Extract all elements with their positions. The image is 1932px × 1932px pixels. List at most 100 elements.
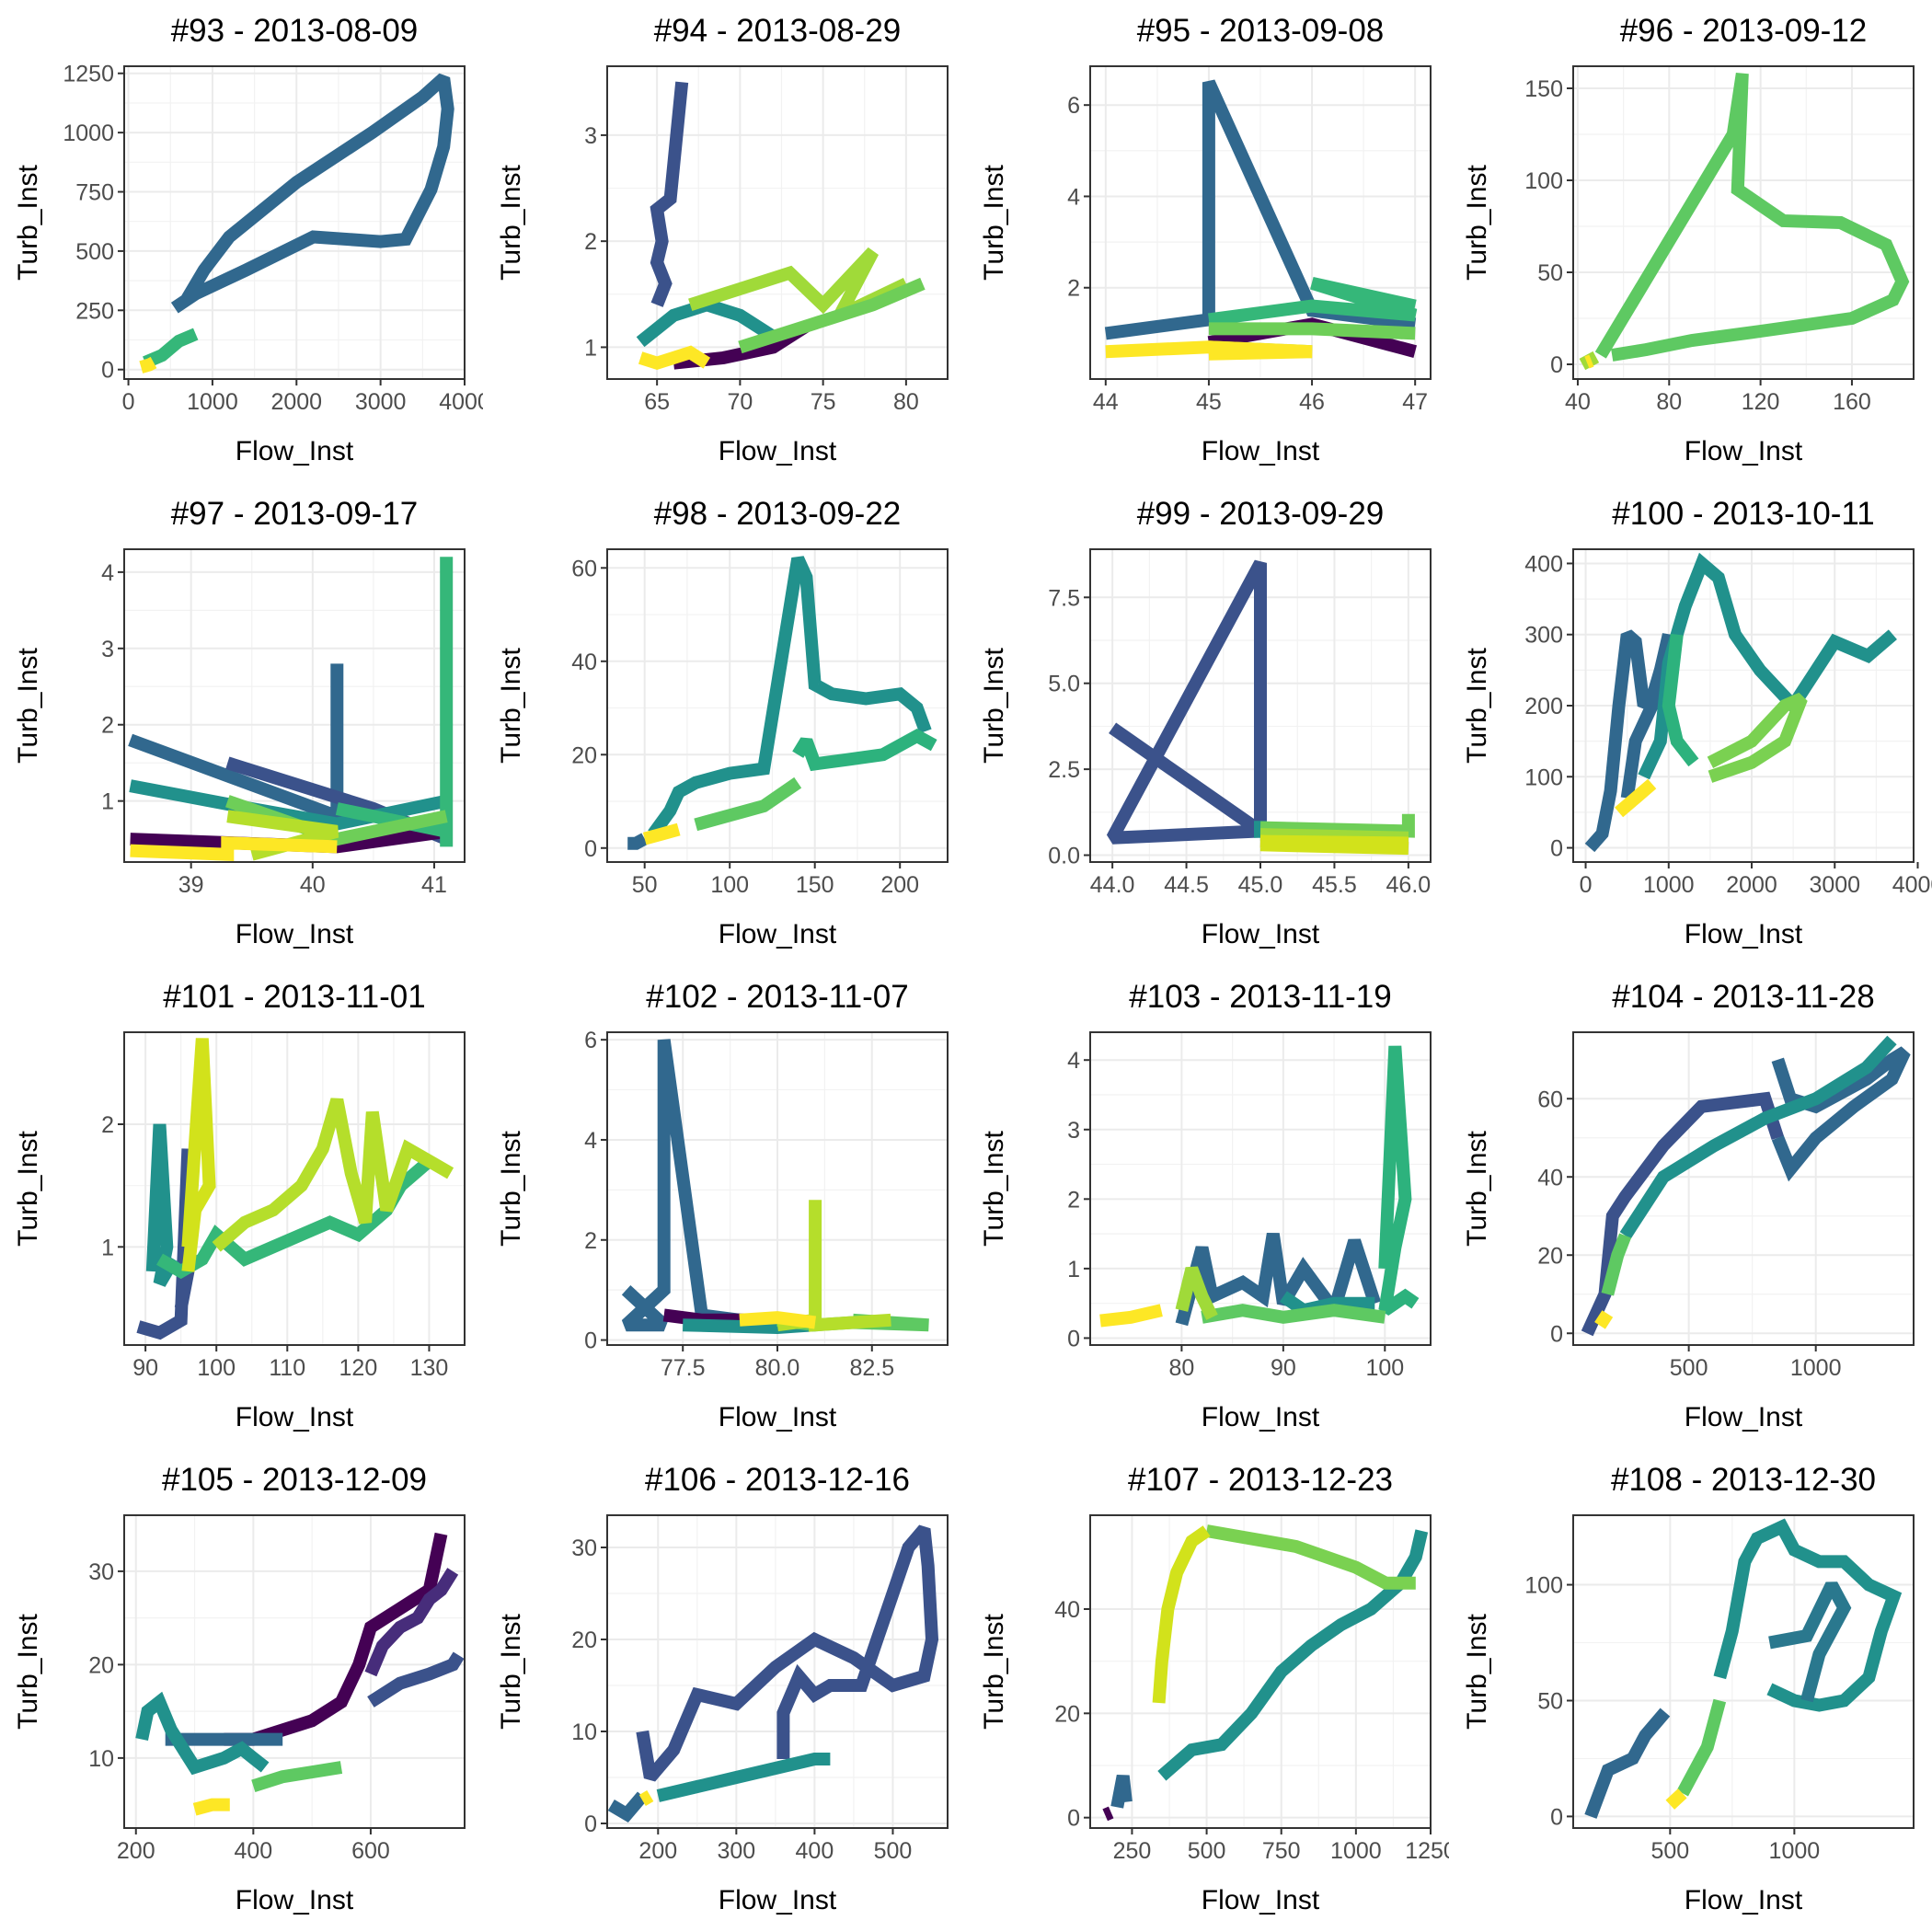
y-axis-label: Turb_Inst bbox=[13, 648, 43, 764]
facet-svg: 44.0 44.5 45.0 45.5 46.0 0.0 2.5 5.0 7.5 #99 - 20… bbox=[979, 496, 1432, 949]
y-tick-label: 0 bbox=[1550, 1804, 1563, 1830]
x-tick-label: 75 bbox=[811, 389, 836, 415]
series-group bbox=[636, 81, 926, 371]
series-group bbox=[139, 73, 454, 374]
series-line bbox=[1102, 1806, 1114, 1822]
y-tick-label: 0.0 bbox=[1048, 844, 1080, 869]
series-line bbox=[145, 1123, 180, 1287]
x-axis-label: Flow_Inst bbox=[1202, 1885, 1320, 1915]
y-tick-label: 100 bbox=[1524, 1573, 1563, 1599]
facet-panel: 500 1000 0 20 40 60 #104 - 2013-11-28 Flow_Inst… bbox=[1449, 966, 1932, 1449]
y-tick-label: 40 bbox=[1054, 1597, 1080, 1623]
y-axis-label: Turb_Inst bbox=[1462, 165, 1492, 281]
y-tick-label: 6 bbox=[1067, 93, 1080, 119]
x-tick-label: 150 bbox=[796, 872, 834, 898]
y-tick-label: 0 bbox=[1550, 352, 1563, 378]
x-tick-label: 45 bbox=[1196, 389, 1222, 415]
x-axis-label: Flow_Inst bbox=[236, 1402, 354, 1432]
y-tick-label: 0 bbox=[101, 358, 114, 384]
y-axis-label: Turb_Inst bbox=[979, 165, 1009, 281]
series-line bbox=[1713, 1518, 1903, 1712]
series-line bbox=[1259, 834, 1409, 856]
gridlines bbox=[124, 1032, 465, 1345]
series-group bbox=[1584, 1518, 1903, 1819]
y-tick-label: 3 bbox=[101, 637, 114, 662]
series-line bbox=[1105, 340, 1313, 361]
y-tick-label: 2.5 bbox=[1048, 757, 1080, 783]
x-tick-label: 90 bbox=[1271, 1355, 1296, 1381]
series-line bbox=[1601, 1233, 1632, 1296]
panel-border bbox=[1089, 1514, 1432, 1829]
x-tick-label: 45.0 bbox=[1238, 872, 1283, 898]
series-line bbox=[642, 822, 681, 845]
series-line bbox=[143, 328, 199, 369]
y-axis-label: Turb_Inst bbox=[1462, 1614, 1492, 1730]
x-tick-label: 600 bbox=[351, 1838, 390, 1864]
panel-border bbox=[123, 1514, 466, 1829]
x-tick-label: 47 bbox=[1402, 389, 1428, 415]
y-tick-label: 2 bbox=[101, 713, 114, 739]
x-tick-label: 1000 bbox=[1330, 1838, 1382, 1864]
series-line bbox=[636, 1524, 939, 1782]
facet-panel: 200 300 400 500 0 10 20 30 #106 - 2013-12-16 Flow… bbox=[483, 1449, 966, 1932]
x-axis-label: Flow_Inst bbox=[1685, 1885, 1803, 1915]
series-group bbox=[135, 1532, 465, 1816]
facet-panel: 65 70 75 80 1 2 3 #94 - 2013-08-29 Flow_Inst Turb… bbox=[483, 0, 966, 483]
y-tick-label: 1 bbox=[584, 335, 597, 361]
x-tick-label: 45.5 bbox=[1312, 872, 1357, 898]
y-tick-label: 2 bbox=[1067, 1187, 1080, 1213]
x-tick-label: 500 bbox=[1670, 1355, 1708, 1381]
y-axis-label: Turb_Inst bbox=[496, 1131, 526, 1247]
series-line bbox=[128, 663, 344, 826]
y-tick-label: 0 bbox=[584, 1328, 597, 1354]
panel-border bbox=[606, 1514, 949, 1829]
series-line bbox=[335, 557, 454, 847]
y-tick-label: 300 bbox=[1524, 623, 1563, 649]
panel-border bbox=[1572, 1031, 1915, 1346]
facet-panel: 80 90 100 0 1 2 3 4 #103 - 2013-11-19 Flow_Inst Tu… bbox=[966, 966, 1449, 1449]
series-line bbox=[364, 1568, 459, 1677]
panel-title: #107 - 2013-12-23 bbox=[1128, 1462, 1393, 1498]
series-line bbox=[1378, 1045, 1420, 1316]
y-tick-label: 200 bbox=[1524, 694, 1563, 719]
facet-svg: 200 400 600 10 20 30 #105 - 2013-12-09 Flow_Ins… bbox=[13, 1462, 466, 1915]
x-tick-label: 3000 bbox=[355, 389, 407, 415]
y-axis-label: Turb_Inst bbox=[496, 648, 526, 764]
facet-panel: 90 100 110 120 130 1 2 #101 - 2013-11-01 Flow_In… bbox=[0, 966, 483, 1449]
series-line bbox=[1584, 1708, 1671, 1819]
x-tick-label: 1000 bbox=[1790, 1355, 1842, 1381]
x-axis-label: Flow_Inst bbox=[1202, 436, 1320, 466]
y-tick-label: 4 bbox=[101, 560, 114, 586]
facet-panel: 50 100 150 200 0 20 40 60 #98 - 2013-09-22 Flow_I… bbox=[483, 483, 966, 966]
series-line bbox=[367, 1651, 465, 1708]
y-tick-label: 4 bbox=[1067, 1048, 1080, 1074]
series-line bbox=[694, 776, 802, 832]
facet-svg: 500 1000 0 20 40 60 #104 - 2013-11-28 Flow_Inst… bbox=[1462, 979, 1915, 1432]
panel-border bbox=[606, 65, 949, 380]
y-tick-label: 1000 bbox=[63, 121, 114, 146]
x-tick-label: 77.5 bbox=[661, 1355, 706, 1381]
y-tick-label: 2 bbox=[101, 1112, 114, 1138]
facet-svg: 40 80 120 160 0 50 100 150 #96 - 2013-09-12 Flow_… bbox=[1462, 13, 1915, 466]
y-axis-label: Turb_Inst bbox=[1462, 648, 1492, 764]
x-axis-label: Flow_Inst bbox=[236, 436, 354, 466]
series-line bbox=[212, 1098, 454, 1252]
facet-svg: 200 300 400 500 0 10 20 30 #106 - 2013-12-16 Flow… bbox=[496, 1462, 949, 1915]
series-line bbox=[130, 836, 338, 861]
y-tick-label: 6 bbox=[584, 1028, 597, 1053]
x-tick-label: 50 bbox=[632, 872, 658, 898]
x-tick-label: 500 bbox=[1188, 1838, 1226, 1864]
y-tick-label: 60 bbox=[571, 556, 597, 581]
gridlines bbox=[607, 1515, 948, 1828]
facet-panel: 39 40 41 1 2 3 4 #97 - 2013-09-17 Flow_Inst Turb_… bbox=[0, 483, 483, 966]
panel-title: #103 - 2013-11-19 bbox=[1129, 979, 1391, 1015]
x-tick-label: 500 bbox=[1650, 1838, 1689, 1864]
panel-title: #102 - 2013-11-07 bbox=[646, 979, 908, 1015]
series-line bbox=[1768, 1581, 1852, 1703]
facet-svg: 250 500 750 1000 1250 0 20 40 #107 - 2013-12-23 F… bbox=[979, 1462, 1449, 1915]
series-line bbox=[1201, 1304, 1386, 1324]
x-tick-label: 46 bbox=[1299, 389, 1325, 415]
y-tick-label: 0 bbox=[1067, 1806, 1080, 1832]
